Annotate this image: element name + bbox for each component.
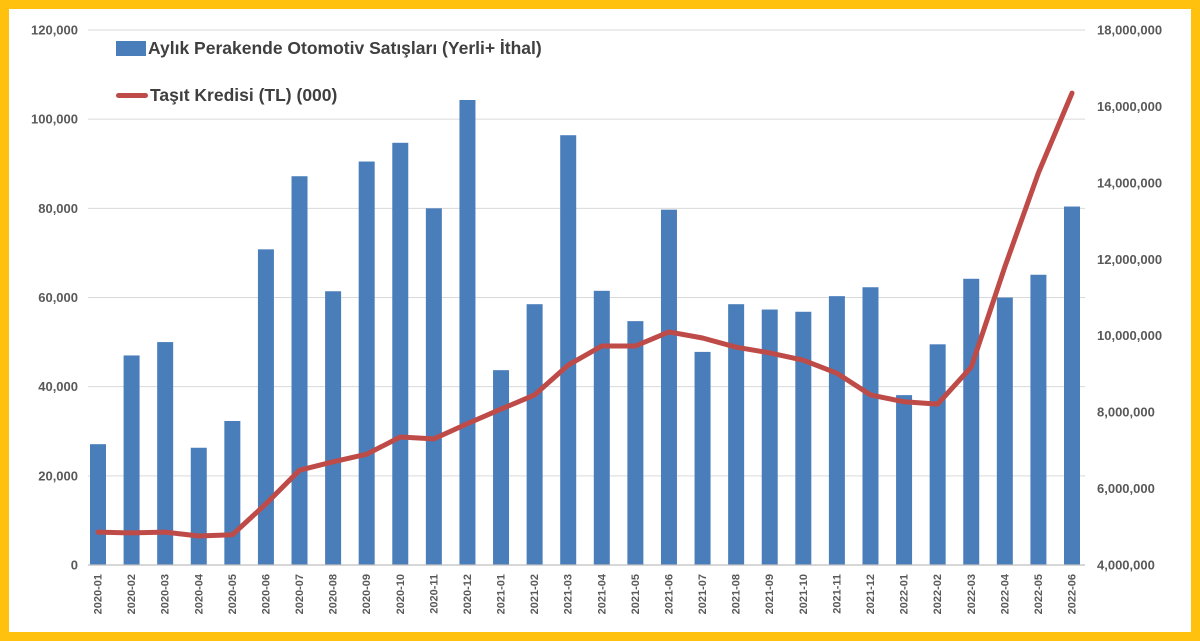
line-series-swatch-icon bbox=[116, 92, 148, 98]
bar bbox=[660, 209, 677, 565]
left-axis-tick-label: 40,000 bbox=[38, 379, 78, 394]
x-axis-tick-label: 2020-10 bbox=[395, 574, 407, 614]
bar bbox=[560, 135, 577, 565]
x-axis-tick-label: 2021-02 bbox=[529, 574, 541, 614]
bar bbox=[627, 321, 644, 565]
x-axis-tick-label: 2021-10 bbox=[798, 574, 810, 614]
x-axis-tick-label: 2021-09 bbox=[764, 574, 776, 614]
right-axis-tick-label: 14,000,000 bbox=[1097, 175, 1162, 190]
legend-label-sales: Aylık Perakende Otomotiv Satışları (Yerl… bbox=[148, 37, 542, 58]
bar bbox=[425, 208, 442, 566]
bar bbox=[963, 278, 980, 565]
x-axis-tick-label: 2022-03 bbox=[966, 574, 978, 614]
left-axis-tick-label: 80,000 bbox=[38, 201, 78, 216]
x-axis-tick-label: 2020-09 bbox=[361, 574, 373, 614]
x-axis-tick-label: 2022-05 bbox=[1033, 574, 1045, 614]
x-axis-tick-label: 2020-07 bbox=[294, 574, 306, 614]
x-axis-ticks: 2020-01 2020-02 2020-03 2020-04 2020-05 2020-… bbox=[93, 573, 1079, 614]
bar bbox=[157, 342, 174, 565]
right-axis-tick-label: 10,000,000 bbox=[1097, 328, 1162, 343]
bar bbox=[493, 370, 510, 565]
right-axis-tick-label: 6,000,000 bbox=[1097, 481, 1155, 496]
bar bbox=[593, 290, 610, 565]
bar bbox=[828, 296, 845, 565]
bar bbox=[795, 311, 812, 565]
legend-label-credit: Taşıt Kredisi (TL) (000) bbox=[150, 84, 338, 105]
right-axis-tick-label: 18,000,000 bbox=[1097, 23, 1162, 38]
bar bbox=[728, 304, 745, 565]
left-axis-tick-label: 120,000 bbox=[31, 23, 78, 38]
gridlines bbox=[88, 29, 1085, 477]
left-axis-tick-label: 100,000 bbox=[31, 112, 78, 127]
bar bbox=[291, 176, 308, 565]
x-axis-tick-label: 2020-01 bbox=[93, 574, 105, 614]
x-axis-tick-label: 2022-01 bbox=[899, 574, 911, 614]
bar bbox=[459, 99, 476, 565]
right-axis-tick-label: 16,000,000 bbox=[1097, 99, 1162, 114]
bar bbox=[1030, 274, 1047, 565]
right-axis-ticks: 4,000,000 6,000,000 8,000,000 10,000,000 12,… bbox=[1097, 23, 1162, 573]
x-axis-tick-label: 2021-01 bbox=[496, 574, 508, 614]
right-axis-tick-label: 4,000,000 bbox=[1097, 558, 1155, 573]
bar bbox=[257, 249, 274, 565]
x-axis-tick-label: 2021-05 bbox=[630, 574, 642, 614]
left-axis-tick-label: 0 bbox=[71, 558, 78, 573]
bar bbox=[761, 309, 778, 565]
x-axis-tick-label: 2020-12 bbox=[462, 574, 474, 614]
bar bbox=[1064, 206, 1080, 566]
bar bbox=[694, 351, 711, 565]
bar bbox=[325, 291, 342, 565]
legend-item-credit: Taşıt Kredisi (TL) (000) bbox=[116, 83, 542, 107]
chart-legend: Aylık Perakende Otomotiv Satışları (Yerl… bbox=[116, 36, 542, 130]
x-axis-tick-label: 2020-03 bbox=[160, 574, 172, 614]
line-series bbox=[95, 90, 1075, 539]
combo-chart: 0 20,000 40,000 60,000 80,000 100,000 120,000 4… bbox=[31, 23, 1162, 615]
left-axis-ticks: 0 20,000 40,000 60,000 80,000 100,000 120,000 bbox=[31, 23, 78, 573]
legend-item-sales: Aylık Perakende Otomotiv Satışları (Yerl… bbox=[116, 36, 542, 60]
bar bbox=[896, 395, 913, 565]
bar bbox=[526, 304, 543, 565]
left-axis-tick-label: 20,000 bbox=[38, 468, 78, 483]
bar bbox=[929, 344, 946, 565]
x-axis-tick-label: 2020-06 bbox=[260, 574, 272, 614]
bar-series bbox=[90, 99, 1080, 566]
bar bbox=[90, 444, 106, 565]
left-axis-tick-label: 60,000 bbox=[38, 290, 78, 305]
right-axis-tick-label: 8,000,000 bbox=[1097, 405, 1155, 420]
x-axis-tick-label: 2021-12 bbox=[865, 574, 877, 614]
x-axis-tick-label: 2020-05 bbox=[227, 574, 239, 614]
x-axis-tick-label: 2020-11 bbox=[428, 574, 440, 614]
x-axis-tick-label: 2021-03 bbox=[563, 574, 575, 614]
x-axis-tick-label: 2021-04 bbox=[596, 573, 608, 614]
bar bbox=[224, 420, 241, 565]
x-axis-tick-label: 2022-02 bbox=[932, 574, 944, 614]
x-axis-tick-label: 2021-11 bbox=[831, 574, 843, 614]
bar bbox=[996, 297, 1013, 565]
bar bbox=[862, 287, 879, 565]
bar-series-swatch-icon bbox=[116, 40, 146, 56]
bar bbox=[123, 355, 140, 565]
x-axis-tick-label: 2021-08 bbox=[731, 574, 743, 614]
bar bbox=[392, 142, 409, 565]
x-axis-tick-label: 2022-06 bbox=[1067, 574, 1079, 614]
x-axis-tick-label: 2021-06 bbox=[663, 574, 675, 614]
x-axis-tick-label: 2022-04 bbox=[999, 573, 1011, 614]
x-axis-tick-label: 2020-08 bbox=[328, 574, 340, 614]
right-axis-tick-label: 12,000,000 bbox=[1097, 252, 1162, 267]
x-axis-tick-label: 2020-04 bbox=[193, 573, 205, 614]
bar bbox=[190, 447, 207, 565]
x-axis-tick-label: 2020-02 bbox=[126, 574, 138, 614]
x-axis-tick-label: 2021-07 bbox=[697, 574, 709, 614]
bar bbox=[358, 161, 375, 566]
